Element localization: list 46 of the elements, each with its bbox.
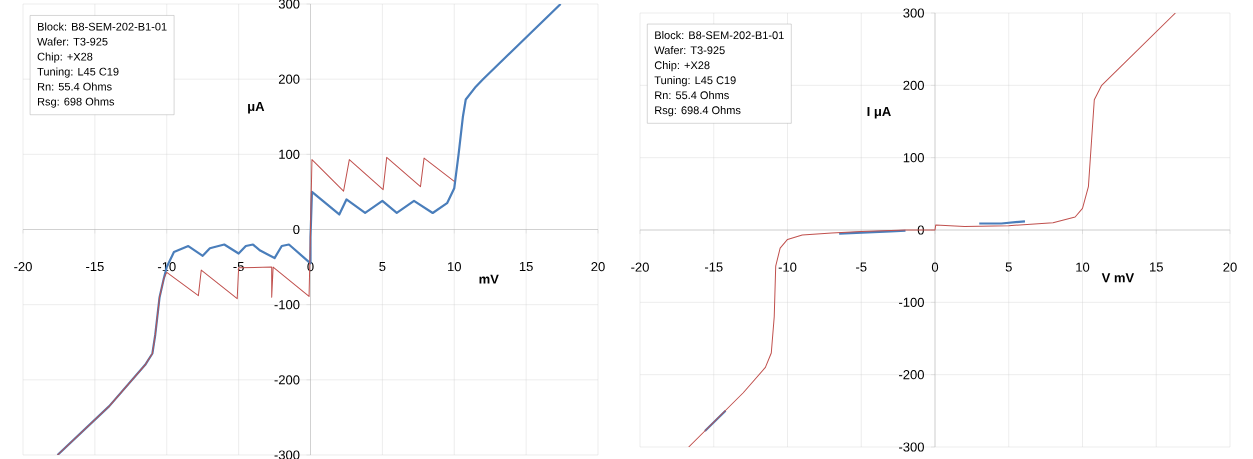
- annotation: Block: B8-SEM-202-B1-01: [38, 22, 167, 31]
- annotation: Rn: 55.4 Ohms: [38, 82, 112, 91]
- y-tick-label: -300: [899, 442, 924, 452]
- x-tick-label: -20: [631, 262, 649, 272]
- x-tick-label: -15: [704, 262, 723, 272]
- annotation: Chip: +X28: [37, 52, 93, 63]
- y-tick-label: 100: [903, 153, 924, 163]
- annotation: Tuning: L45 C19: [654, 76, 736, 87]
- annotation: Wafer: T3-925: [37, 37, 108, 46]
- x-tick-label: 15: [519, 262, 533, 272]
- x-tick-label: -5: [233, 262, 244, 272]
- x-tick-label: -20: [14, 262, 32, 272]
- y-tick-label: -100: [274, 300, 300, 310]
- y-tick-label: -300: [274, 450, 300, 459]
- y-tick-label: -200: [899, 370, 924, 380]
- y-axis-title: μA: [248, 101, 265, 114]
- x-tick-label: -15: [86, 262, 104, 272]
- y-tick-label: 100: [279, 149, 300, 159]
- annotation: Rsg: 698 Ohms: [38, 97, 115, 108]
- annotation: Chip: +X28: [654, 61, 710, 72]
- y-tick-label: 0: [293, 224, 300, 235]
- x-tick-label: -10: [778, 262, 797, 272]
- y-tick-label: 200: [903, 80, 924, 90]
- y-tick-label: 200: [278, 74, 300, 84]
- y-tick-label: 300: [278, 0, 300, 9]
- annotation: Rn: 55.4 Ohms: [655, 91, 729, 100]
- annotation: Block: B8-SEM-202-B1-01: [655, 31, 784, 40]
- x-tick-label: -5: [856, 262, 867, 272]
- y-axis-title: I μA: [867, 107, 891, 119]
- y-tick-label: 0: [917, 225, 924, 235]
- x-axis-title: mV: [479, 274, 499, 284]
- x-tick-label: 20: [1223, 262, 1237, 272]
- annotation: Rsg: 698.4 Ohms: [655, 106, 741, 117]
- x-axis-title: V mV: [1101, 273, 1135, 283]
- x-tick-label: 5: [379, 262, 386, 272]
- y-tick-label: -200: [274, 375, 300, 385]
- annotation: Tuning: L45 C19: [37, 67, 119, 78]
- annotation: Wafer: T3-925: [654, 46, 725, 55]
- x-tick-label: 10: [1076, 262, 1090, 272]
- x-tick-label: 20: [591, 262, 605, 272]
- x-tick-label: 15: [1150, 262, 1163, 272]
- y-tick-label: 300: [903, 8, 924, 18]
- x-tick-label: 0: [931, 262, 939, 272]
- x-tick-label: 10: [448, 262, 461, 272]
- y-tick-label: -100: [899, 297, 924, 307]
- x-tick-label: 5: [1005, 262, 1012, 272]
